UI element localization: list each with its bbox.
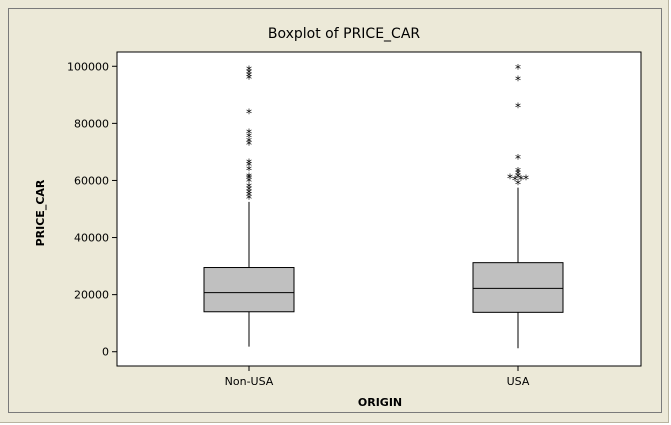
outlier-point: * <box>246 156 252 170</box>
box-usa: ** * ** ******* <box>472 62 564 349</box>
outlier-point: * <box>246 106 252 120</box>
outlier-point: * <box>246 172 252 186</box>
outlier-point: * <box>515 165 521 179</box>
outlier-point: * <box>246 186 252 200</box>
y-tick-label: 80000 <box>74 117 109 130</box>
outlier-point: * <box>246 135 252 149</box>
outlier-point: * <box>246 163 252 177</box>
outlier-point: * <box>246 64 252 78</box>
boxes-group: ********************** * ** ******* <box>203 62 564 349</box>
x-tick-label: Non-USA <box>225 375 274 388</box>
box-non-usa: ******************** <box>203 64 295 347</box>
iqr-box <box>203 267 295 313</box>
outlier-point: * <box>246 175 252 189</box>
outlier-point: * <box>246 159 252 173</box>
outlier-point: * <box>246 126 252 140</box>
y-axis: 0 20000 40000 60000 80000 100000 <box>67 60 117 359</box>
y-tick-label: 20000 <box>74 289 109 302</box>
plot-area <box>116 51 642 367</box>
x-axis: Non-USA USA <box>225 366 530 388</box>
chart-title: Boxplot of PRICE_CAR <box>268 26 421 42</box>
outlier-point: * <box>515 171 521 185</box>
outlier-point: * <box>515 101 521 115</box>
y-axis-label: PRICE_CAR <box>34 179 47 246</box>
outlier-point: * <box>515 178 521 192</box>
outlier-point: * <box>515 168 521 182</box>
outlier-point: * <box>515 74 521 88</box>
outlier-point: * <box>246 138 252 152</box>
outlier-point: * <box>246 171 252 185</box>
y-tick-label: 100000 <box>67 60 109 73</box>
outlier-point: * <box>518 173 524 187</box>
x-axis-label: ORIGIN <box>358 396 402 409</box>
outlier-point: * <box>246 183 252 197</box>
x-tick-label: USA <box>507 375 530 388</box>
y-tick-label: 0 <box>102 346 109 359</box>
outlier-point: * <box>523 172 529 186</box>
outlier-point: * <box>246 192 252 206</box>
y-tick-label: 40000 <box>74 232 109 245</box>
outlier-point: * <box>507 172 513 186</box>
outlier-point: * <box>512 173 518 187</box>
outlier-point: * <box>515 62 521 76</box>
outlier-point: * <box>246 131 252 145</box>
outlier-point: * <box>515 152 521 166</box>
outlier-point: * <box>246 181 252 195</box>
outlier-point: * <box>246 189 252 203</box>
iqr-box <box>472 262 564 313</box>
outlier-point: * <box>246 69 252 83</box>
outlier-point: * <box>246 66 252 80</box>
y-tick-label: 60000 <box>74 174 109 187</box>
outlier-point: * <box>246 72 252 86</box>
